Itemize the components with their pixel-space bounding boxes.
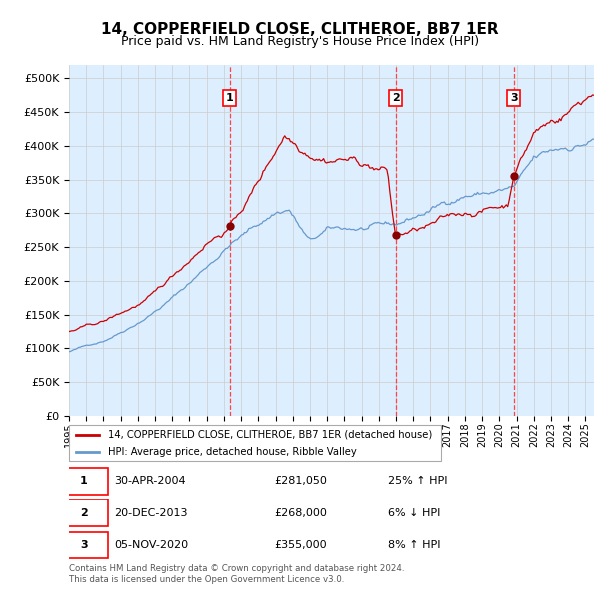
Text: 2: 2: [392, 93, 400, 103]
Text: 1: 1: [80, 477, 88, 486]
Text: 25% ↑ HPI: 25% ↑ HPI: [388, 477, 448, 486]
Text: 3: 3: [80, 540, 88, 550]
Text: 8% ↑ HPI: 8% ↑ HPI: [388, 540, 440, 550]
Text: 20-DEC-2013: 20-DEC-2013: [115, 508, 188, 517]
Text: HPI: Average price, detached house, Ribble Valley: HPI: Average price, detached house, Ribb…: [108, 447, 357, 457]
Text: 1: 1: [226, 93, 233, 103]
FancyBboxPatch shape: [60, 532, 108, 559]
Text: 14, COPPERFIELD CLOSE, CLITHEROE, BB7 1ER: 14, COPPERFIELD CLOSE, CLITHEROE, BB7 1E…: [101, 22, 499, 37]
Text: 6% ↓ HPI: 6% ↓ HPI: [388, 508, 440, 517]
Text: 3: 3: [510, 93, 518, 103]
Text: Price paid vs. HM Land Registry's House Price Index (HPI): Price paid vs. HM Land Registry's House …: [121, 35, 479, 48]
Text: 14, COPPERFIELD CLOSE, CLITHEROE, BB7 1ER (detached house): 14, COPPERFIELD CLOSE, CLITHEROE, BB7 1E…: [108, 430, 433, 440]
Text: £268,000: £268,000: [274, 508, 327, 517]
FancyBboxPatch shape: [60, 499, 108, 526]
Text: £355,000: £355,000: [274, 540, 327, 550]
Text: 05-NOV-2020: 05-NOV-2020: [115, 540, 189, 550]
Text: Contains HM Land Registry data © Crown copyright and database right 2024.: Contains HM Land Registry data © Crown c…: [69, 565, 404, 573]
Text: 2: 2: [80, 508, 88, 517]
Text: This data is licensed under the Open Government Licence v3.0.: This data is licensed under the Open Gov…: [69, 575, 344, 584]
Text: 30-APR-2004: 30-APR-2004: [115, 477, 186, 486]
Text: £281,050: £281,050: [274, 477, 327, 486]
FancyBboxPatch shape: [60, 468, 108, 495]
FancyBboxPatch shape: [69, 425, 441, 461]
